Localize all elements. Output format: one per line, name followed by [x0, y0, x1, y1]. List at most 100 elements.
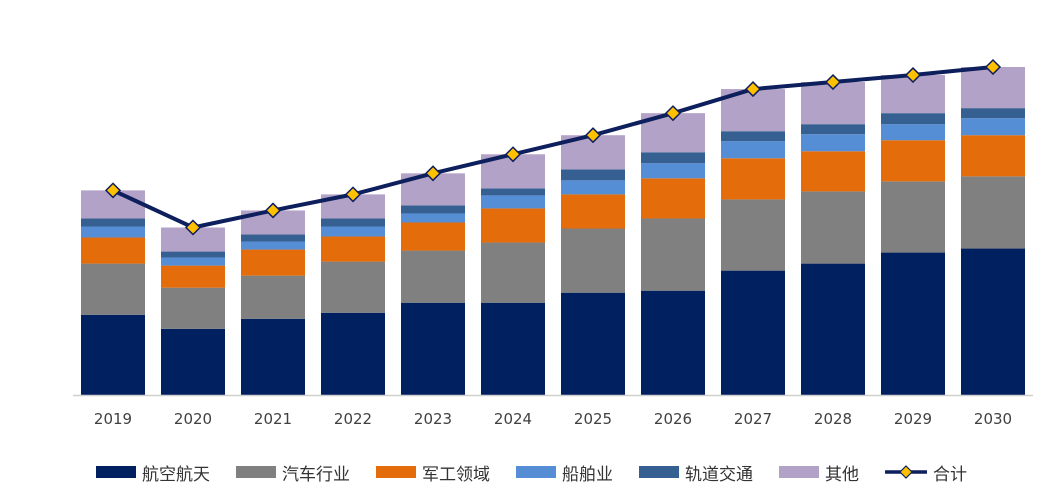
bar-segment-2024-1 [481, 242, 545, 303]
bar-segment-2021-1 [241, 275, 305, 319]
bar-layer [81, 67, 1025, 395]
bar-segment-2021-0 [241, 318, 305, 395]
bar-segment-2025-3 [561, 180, 625, 195]
bar-segment-2027-1 [721, 199, 785, 271]
x-tick-label: 2021 [254, 410, 292, 428]
total-marker-2023 [424, 165, 442, 182]
bar-segment-2020-3 [161, 257, 225, 266]
total-line [112, 65, 994, 230]
bar-segment-2022-4 [321, 218, 385, 227]
bar-segment-2022-2 [321, 236, 385, 262]
legend-swatch [639, 466, 679, 478]
x-tick-label: 2029 [894, 410, 932, 428]
bar-segment-2026-2 [641, 178, 705, 219]
bar-segment-2023-4 [401, 205, 465, 214]
bar-segment-2025-0 [561, 292, 625, 395]
total-marker-2026 [664, 105, 682, 122]
legend-line-marker [885, 465, 927, 479]
bar-segment-2028-1 [801, 191, 865, 264]
bar-segment-2025-1 [561, 228, 625, 293]
bar-segment-2029-3 [881, 124, 945, 141]
bar-segment-2023-3 [401, 213, 465, 223]
bar-segment-2020-1 [161, 287, 225, 329]
legend-item-military: 军工领域 [376, 460, 490, 485]
bar-segment-2023-1 [401, 250, 465, 303]
bar-segment-2026-3 [641, 163, 705, 179]
bar-segment-2030-0 [961, 248, 1025, 395]
bar-segment-2023-0 [401, 302, 465, 395]
total-marker-2025 [584, 127, 602, 144]
total-marker-2029 [904, 66, 922, 84]
legend-swatch [376, 466, 416, 478]
bar-segment-2020-0 [161, 328, 225, 395]
bar-segment-2021-4 [241, 234, 305, 242]
legend-label: 航空航天 [142, 464, 210, 485]
legend-label: 船舶业 [562, 464, 613, 485]
total-marker-2019 [104, 182, 122, 199]
bar-segment-2020-4 [161, 251, 225, 258]
x-tick-label: 2027 [734, 410, 772, 428]
legend-swatch [779, 466, 819, 478]
legend: 航空航天 汽车行业 军工领域 船舶业 轨道交通 其他 合计 [0, 455, 1063, 489]
bar-segment-2025-2 [561, 194, 625, 229]
bar-segment-2024-3 [481, 195, 545, 209]
bar-segment-2019-0 [81, 314, 145, 395]
bar-segment-2020-2 [161, 265, 225, 288]
bar-segment-2025-4 [561, 169, 625, 181]
bar-segment-2030-4 [961, 108, 1025, 119]
legend-item-total: 合计 [885, 460, 967, 485]
stacked-bar-line-chart: 2019 2020 2021 2022 2023 2024 2025 2026 2027 2028… [73, 58, 1033, 428]
bar-segment-2019-3 [81, 226, 145, 238]
bar-segment-2030-2 [961, 135, 1025, 177]
bar-segment-2026-0 [641, 290, 705, 395]
bar-segment-2022-3 [321, 226, 385, 237]
bar-segment-2021-3 [241, 241, 305, 250]
bar-segment-2022-1 [321, 261, 385, 313]
bar-segment-2028-2 [801, 151, 865, 192]
legend-item-other: 其他 [779, 460, 859, 485]
bar-segment-2028-0 [801, 263, 865, 395]
bar-segment-2022-0 [321, 312, 385, 395]
legend-label: 其他 [825, 464, 859, 485]
total-marker-2027 [744, 81, 762, 98]
legend-swatch [96, 466, 136, 478]
bar-segment-2029-4 [881, 113, 945, 125]
bar-segment-2019-4 [81, 218, 145, 227]
x-tick-label: 2022 [334, 410, 372, 428]
bar-segment-2024-2 [481, 208, 545, 243]
legend-swatch [516, 466, 556, 478]
bar-segment-2029-0 [881, 252, 945, 395]
bar-segment-2026-1 [641, 218, 705, 291]
x-tick-label: 2025 [574, 410, 612, 428]
total-marker-2021 [264, 202, 282, 219]
bar-segment-2027-3 [721, 141, 785, 159]
bar-segment-2021-2 [241, 249, 305, 276]
bar-segment-2029-1 [881, 181, 945, 253]
bar-segment-2030-3 [961, 118, 1025, 136]
x-tick-labels: 2019 2020 2021 2022 2023 2024 2025 2026 2027 2028… [94, 410, 1012, 428]
bar-segment-2026-4 [641, 152, 705, 164]
bar-segment-2024-4 [481, 188, 545, 196]
legend-label: 轨道交通 [685, 464, 753, 485]
legend-label: 军工领域 [422, 464, 490, 485]
bar-segment-2028-4 [801, 124, 865, 135]
bar-segment-2027-0 [721, 270, 785, 395]
total-marker-2028 [824, 73, 842, 91]
bar-segment-2023-2 [401, 222, 465, 251]
x-tick-label: 2023 [414, 410, 452, 428]
bar-segment-2019-1 [81, 263, 145, 315]
legend-swatch [236, 466, 276, 478]
legend-item-automotive: 汽车行业 [236, 460, 350, 485]
bar-segment-2027-4 [721, 131, 785, 142]
total-line-layer [104, 58, 1002, 236]
x-tick-label: 2026 [654, 410, 692, 428]
legend-item-aerospace: 航空航天 [96, 460, 210, 485]
bar-segment-2019-2 [81, 237, 145, 264]
total-marker-2024 [504, 146, 522, 163]
total-marker-2022 [344, 186, 362, 203]
x-tick-label: 2030 [974, 410, 1012, 428]
x-tick-label: 2020 [174, 410, 212, 428]
legend-item-rail-transit: 轨道交通 [639, 460, 753, 485]
bar-segment-2027-2 [721, 158, 785, 200]
legend-item-shipbuilding: 船舶业 [516, 460, 613, 485]
